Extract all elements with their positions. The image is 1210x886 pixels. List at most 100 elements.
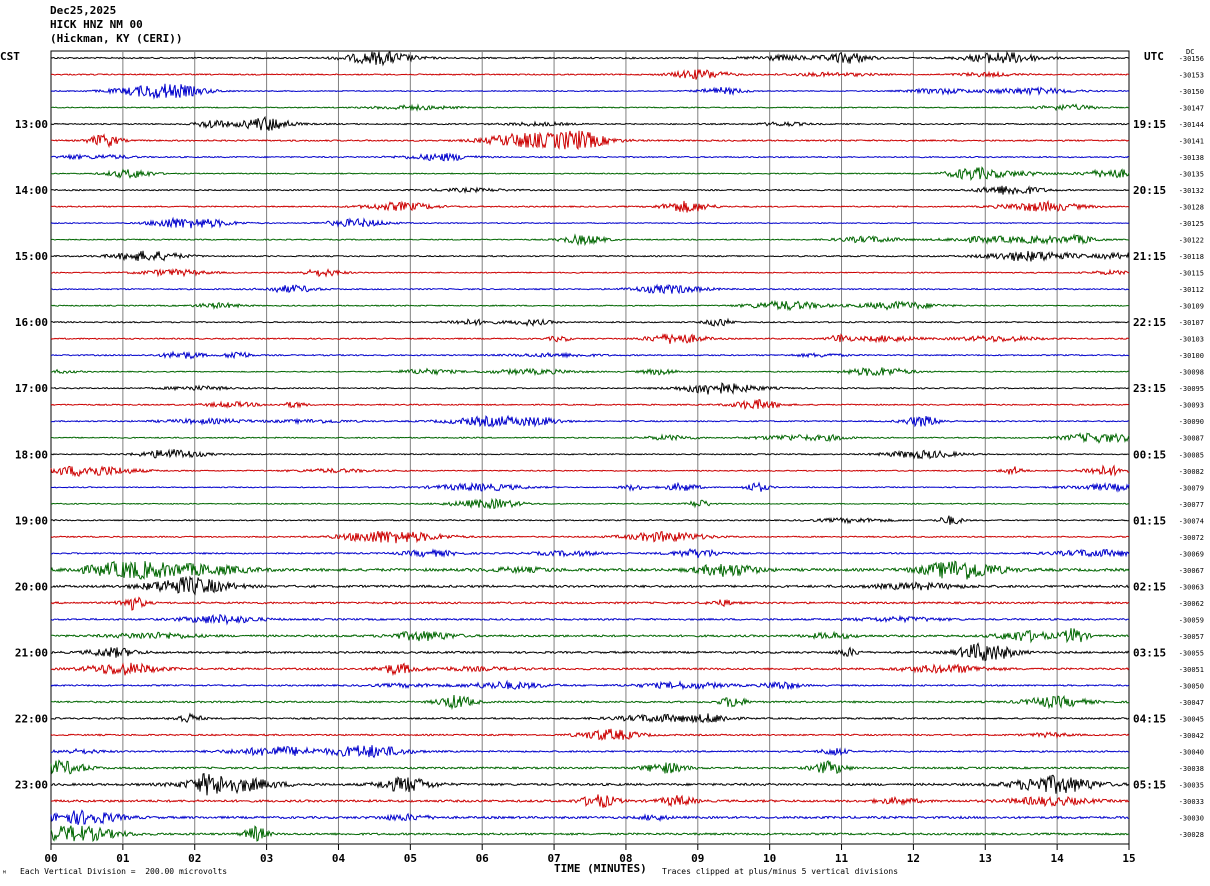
right-hour-label: 00:15 xyxy=(1133,448,1166,461)
dc-offset-label: -30062 xyxy=(1179,600,1204,608)
seismic-trace xyxy=(50,745,1130,759)
dc-offset-label: -30038 xyxy=(1179,765,1204,773)
seismic-trace xyxy=(50,382,1130,395)
seismic-trace xyxy=(50,216,1130,229)
x-tick-label: 09 xyxy=(691,852,704,865)
dc-offset-label: -30093 xyxy=(1179,402,1204,410)
seismic-trace xyxy=(50,185,1130,195)
right-hour-label: 05:15 xyxy=(1133,778,1166,791)
seismic-trace xyxy=(50,728,1130,741)
seismic-trace xyxy=(51,628,1130,644)
left-hour-label: 14:00 xyxy=(15,184,48,197)
right-hour-label: 19:15 xyxy=(1133,118,1166,131)
x-tick-label: 10 xyxy=(763,852,776,865)
dc-offset-label: -30144 xyxy=(1179,121,1204,129)
seismic-trace xyxy=(51,773,1130,796)
seismic-trace xyxy=(50,199,1130,213)
seismic-trace xyxy=(50,130,1130,151)
left-hour-label: 16:00 xyxy=(15,316,48,329)
seismic-trace xyxy=(50,448,1129,460)
seismic-trace xyxy=(50,712,1130,724)
dc-offset-label: -30122 xyxy=(1179,237,1204,245)
left-timezone-label: CST xyxy=(0,50,20,63)
clip-note: Traces clipped at plus/minus 5 vertical … xyxy=(662,867,899,876)
x-tick-label: 13 xyxy=(979,852,992,865)
dc-offset-label: -30138 xyxy=(1179,154,1204,162)
dc-offset-label: -30115 xyxy=(1179,270,1204,278)
left-hour-label: 21:00 xyxy=(15,646,48,659)
left-hour-label: 13:00 xyxy=(15,118,48,131)
x-tick-label: 11 xyxy=(835,852,849,865)
dc-offset-label: -30132 xyxy=(1179,187,1204,195)
dc-offset-label: -30098 xyxy=(1179,369,1204,377)
x-tick-label: 03 xyxy=(260,852,273,865)
seismic-trace xyxy=(50,283,1130,295)
seismic-trace xyxy=(50,614,1130,626)
dc-offset-label: -30085 xyxy=(1179,451,1204,459)
x-axis-title: TIME (MINUTES) xyxy=(554,862,647,875)
corner-mark: ᴹ xyxy=(2,869,7,878)
dc-offset-label: -30156 xyxy=(1179,55,1204,63)
station-code: HICK HNZ NM 00 xyxy=(50,18,143,31)
seismic-trace xyxy=(50,515,1130,525)
x-tick-label: 15 xyxy=(1122,852,1135,865)
seismic-trace xyxy=(50,50,1130,67)
seismic-trace xyxy=(50,809,1129,825)
seismic-trace xyxy=(50,759,1130,775)
dc-offset-label: -30063 xyxy=(1179,583,1204,591)
dc-offset-label: -30150 xyxy=(1179,88,1204,96)
seismic-trace xyxy=(50,299,1129,312)
seismic-trace xyxy=(50,233,1129,247)
dc-offset-label: -30047 xyxy=(1179,699,1204,707)
dc-offset-label: -30045 xyxy=(1179,715,1204,723)
left-hour-label: 19:00 xyxy=(15,514,48,527)
x-tick-label: 06 xyxy=(476,852,490,865)
plot-frame xyxy=(50,50,1130,845)
dc-offset-label: -30103 xyxy=(1179,336,1204,344)
seismic-trace xyxy=(50,825,1130,843)
x-tick-label: 02 xyxy=(188,852,201,865)
dc-offset-label: -30040 xyxy=(1179,748,1204,756)
dc-header-label: DC xyxy=(1186,48,1195,56)
dc-offset-label: -30100 xyxy=(1179,352,1204,360)
dc-offset-label: -30035 xyxy=(1179,781,1204,789)
dc-offset-label: -30079 xyxy=(1179,484,1204,492)
dc-offset-label: -30059 xyxy=(1179,616,1204,624)
seismic-trace xyxy=(50,115,1129,131)
seismic-trace xyxy=(50,267,1130,278)
seismic-trace xyxy=(50,642,1130,662)
dc-offset-label: -30109 xyxy=(1179,303,1204,311)
dc-offset-label: -30051 xyxy=(1179,666,1204,674)
left-hour-label: 23:00 xyxy=(15,778,48,791)
plot-date: Dec25,2025 xyxy=(50,4,117,17)
dc-offset-label: -30082 xyxy=(1179,468,1204,476)
seismic-trace xyxy=(50,662,1130,677)
dc-offset-label: -30033 xyxy=(1179,798,1204,806)
scale-note: Each Vertical Division = 200.00 microvol… xyxy=(20,867,228,876)
x-tick-label: 05 xyxy=(404,852,417,865)
seismic-trace xyxy=(50,679,1130,691)
dc-offset-label: -30028 xyxy=(1179,831,1204,839)
dc-offset-label: -30042 xyxy=(1179,732,1204,740)
dc-offset-label: -30095 xyxy=(1179,385,1204,393)
seismic-trace xyxy=(51,350,1130,360)
dc-offset-label: -30055 xyxy=(1179,649,1204,657)
seismic-trace xyxy=(50,560,1130,580)
right-timezone-label: UTC xyxy=(1144,50,1164,63)
dc-offset-label: -30067 xyxy=(1179,567,1204,575)
seismic-trace xyxy=(50,432,1130,444)
seismic-trace xyxy=(50,481,1130,493)
dc-offset-label: -30125 xyxy=(1179,220,1204,228)
dc-offset-label: -30087 xyxy=(1179,435,1204,443)
seismic-trace xyxy=(50,794,1130,808)
seismic-trace xyxy=(50,398,1130,410)
dc-offset-label: -30112 xyxy=(1179,286,1204,294)
dc-offset-label: -30147 xyxy=(1179,105,1204,113)
dc-offset-label: -30141 xyxy=(1179,138,1204,146)
left-hour-label: 22:00 xyxy=(15,712,48,725)
dc-offset-label: -30030 xyxy=(1179,814,1204,822)
station-location: (Hickman, KY (CERI)) xyxy=(50,32,183,45)
seismic-trace xyxy=(50,103,1129,112)
right-hour-label: 01:15 xyxy=(1133,514,1166,527)
right-hour-label: 21:15 xyxy=(1133,250,1166,263)
